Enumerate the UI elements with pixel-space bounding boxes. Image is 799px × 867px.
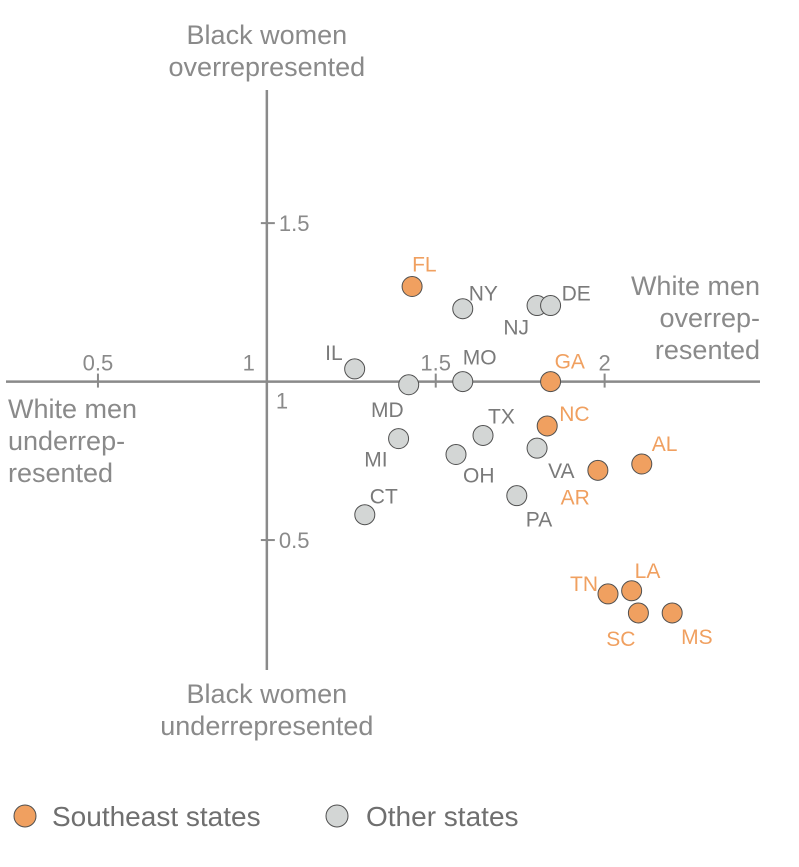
axis-title-bottom: underrepresented <box>160 711 373 741</box>
axes: 0.5 1 1.5 2 1.5 1 0.5 <box>6 90 760 670</box>
point-mi <box>388 428 410 450</box>
point-label-va: VA <box>548 460 574 483</box>
point-label-pa: PA <box>526 509 552 532</box>
y-tick-label: 1.5 <box>279 211 310 236</box>
axis-title-top: overrepresented <box>169 52 366 82</box>
point-label-ms: MS <box>681 626 713 649</box>
point-de <box>540 295 562 317</box>
point-fl <box>401 276 423 298</box>
axis-title-right: White men <box>631 271 760 301</box>
point-label-tx: TX <box>488 405 515 428</box>
legend-marker <box>13 804 37 828</box>
x-tick-label: 1 <box>243 351 255 376</box>
point-ar <box>587 459 609 481</box>
axis-title-right: overrep- <box>659 303 760 333</box>
axis-title-right: resented <box>655 335 760 365</box>
point-label-oh: OH <box>463 464 495 487</box>
x-tick-label: 0.5 <box>83 351 114 376</box>
y-tick-label: 1 <box>276 389 288 414</box>
point-ga <box>540 371 562 393</box>
point-la <box>621 580 643 602</box>
point-md <box>398 374 420 396</box>
axis-title-top: Black women <box>187 20 348 50</box>
point-sc <box>627 602 649 624</box>
point-label-ny: NY <box>469 283 498 306</box>
legend: Southeast states Other states <box>13 801 519 832</box>
x-tick-label: 1.5 <box>420 351 451 376</box>
point-label-mi: MI <box>364 449 387 472</box>
series-southeast-states: FL GA NC AL AR TN LA SC MS <box>401 254 713 651</box>
point-label-al: AL <box>652 433 678 456</box>
point-label-md: MD <box>371 399 404 422</box>
legend-label: Southeast states <box>52 801 261 832</box>
point-ms <box>661 602 683 624</box>
point-tx <box>472 424 494 446</box>
point-il <box>344 358 366 380</box>
point-label-tn: TN <box>570 573 598 596</box>
point-label-la: LA <box>635 560 661 583</box>
point-label-de: DE <box>562 283 591 306</box>
x-tick-label: 2 <box>598 351 610 376</box>
point-tn <box>597 583 619 605</box>
legend-marker <box>325 804 349 828</box>
point-label-ct: CT <box>370 486 398 509</box>
point-label-nj: NJ <box>503 317 529 340</box>
point-label-il: IL <box>325 342 343 365</box>
point-ny <box>452 298 474 320</box>
point-label-nc: NC <box>559 403 589 426</box>
y-tick-label: 0.5 <box>279 528 310 553</box>
point-label-sc: SC <box>606 628 635 651</box>
point-ct <box>354 504 376 526</box>
point-va <box>526 437 548 459</box>
legend-label: Other states <box>366 801 519 832</box>
point-pa <box>506 485 528 507</box>
point-nc <box>536 415 558 437</box>
axis-title-left: resented <box>8 458 113 488</box>
point-label-fl: FL <box>412 254 437 277</box>
axis-title-left: White men <box>8 394 137 424</box>
axis-title-bottom: Black women <box>187 679 348 709</box>
point-oh <box>445 443 467 465</box>
point-label-ga: GA <box>555 351 585 374</box>
axis-title-left: underrep- <box>8 426 125 456</box>
point-al <box>631 453 653 475</box>
point-label-ar: AR <box>561 486 590 509</box>
point-mo <box>452 371 474 393</box>
point-label-mo: MO <box>463 347 497 370</box>
